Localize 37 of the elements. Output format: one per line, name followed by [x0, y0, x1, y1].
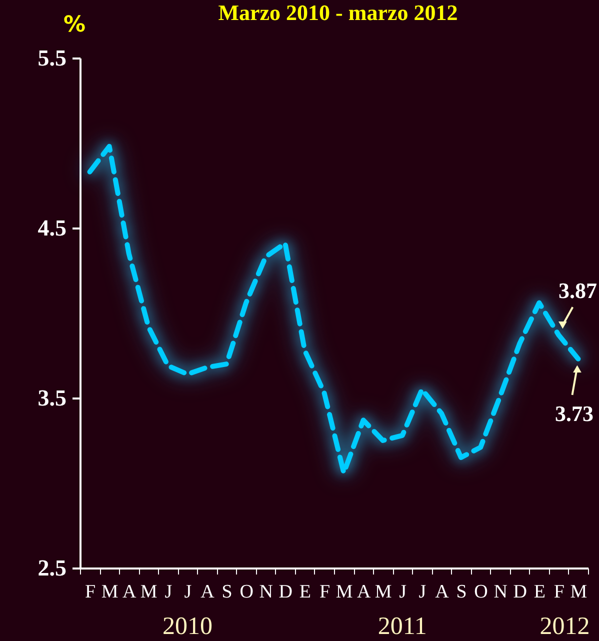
x-tick-label: J [399, 582, 407, 602]
x-tick-label: F [84, 582, 96, 602]
data-label: 3.73 [554, 400, 594, 426]
x-tick-label: E [299, 582, 311, 602]
x-tick-label: E [534, 582, 546, 602]
chart-title: Marzo 2010 - marzo 2012 [218, 0, 458, 25]
y-tick-label: 2.5 [38, 556, 66, 580]
x-tick-label: O [240, 582, 254, 602]
x-tick-label: S [456, 582, 467, 602]
y-axis-title: % [63, 12, 86, 38]
y-tick-label: 5.5 [38, 46, 66, 70]
x-tick-label: J [418, 582, 426, 602]
text: 2012 [540, 613, 590, 640]
x-tick-label: A [200, 582, 215, 602]
x-tick-label: N [259, 582, 274, 602]
x-tick-label: M [336, 582, 353, 602]
x-tick-label: O [474, 582, 488, 602]
data-label: 3.87 [558, 278, 597, 304]
x-tick-label: M [140, 582, 158, 602]
x-tick-label: D [278, 582, 293, 602]
x-tick-label: A [122, 582, 136, 602]
y-tick-label: 3.5 [38, 386, 66, 410]
x-tick-label: D [513, 582, 527, 602]
x-tick-label: M [101, 582, 118, 602]
x-tick-label: A [435, 582, 450, 602]
x-tick-label: M [374, 582, 392, 602]
x-tick-label: J [164, 582, 172, 602]
x-tick-label: J [184, 582, 192, 602]
text: 2010 [162, 613, 212, 640]
x-tick-label: M [570, 582, 588, 602]
x-tick-label: A [356, 582, 371, 602]
x-tick-label: F [319, 582, 330, 602]
x-tick-label: S [222, 582, 232, 602]
text: 2011 [378, 613, 427, 640]
x-tick-label: N [494, 582, 508, 602]
y-tick-label: 4.5 [38, 216, 66, 240]
x-tick-label: F [554, 582, 564, 602]
